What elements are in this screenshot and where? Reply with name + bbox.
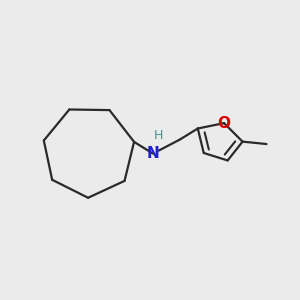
Text: N: N [147, 146, 159, 161]
Text: H: H [154, 129, 163, 142]
Text: O: O [218, 116, 231, 130]
